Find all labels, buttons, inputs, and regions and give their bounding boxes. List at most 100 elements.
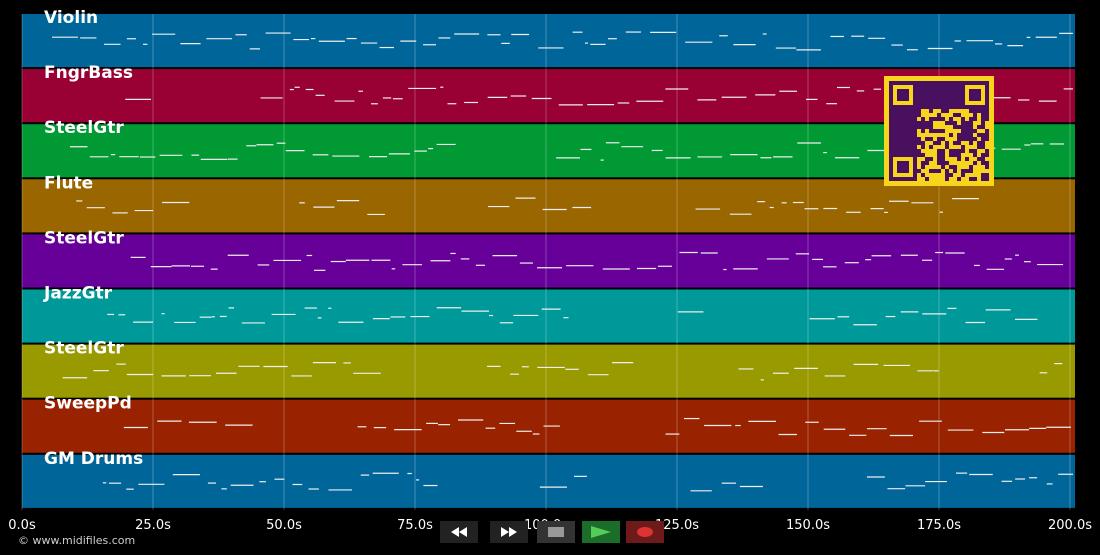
qr-cell — [901, 161, 905, 165]
icon — [451, 527, 467, 537]
qr-cell — [913, 141, 917, 145]
qr-cell — [909, 113, 913, 117]
qr-cell — [889, 173, 893, 177]
qr-cell — [977, 157, 981, 161]
qr-cell — [889, 149, 893, 153]
record-button[interactable] — [626, 521, 664, 543]
qr-cell — [941, 85, 945, 89]
qr-cell — [929, 129, 933, 133]
qr-cell — [917, 137, 921, 141]
qr-cell — [981, 157, 985, 161]
qr-cell — [937, 141, 941, 145]
qr-cell — [961, 149, 965, 153]
qr-cell — [941, 137, 945, 141]
qr-cell — [965, 105, 969, 109]
track-lane — [22, 289, 1075, 343]
qr-cell — [977, 133, 981, 137]
stop-button[interactable] — [537, 521, 575, 543]
qr-cell — [905, 161, 909, 165]
qr-cell — [909, 105, 913, 109]
qr-cell — [945, 89, 949, 93]
qr-cell — [985, 105, 989, 109]
qr-cell — [905, 129, 909, 133]
qr-cell — [913, 97, 917, 101]
qr-cell — [969, 169, 973, 173]
qr-cell — [901, 153, 905, 157]
qr-cell — [957, 157, 961, 161]
qr-cell — [917, 113, 921, 117]
qr-cell — [929, 105, 933, 109]
rewind-button[interactable] — [440, 521, 478, 543]
qr-cell — [981, 133, 985, 137]
qr-cell — [897, 161, 901, 165]
notes — [123, 417, 1071, 437]
qr-cell — [965, 133, 969, 137]
qr-cell — [913, 169, 917, 173]
qr-cell — [937, 129, 941, 133]
qr-cell — [909, 125, 913, 129]
qr-cell — [901, 169, 905, 173]
qr-cell — [981, 121, 985, 125]
qr-cell — [985, 149, 989, 153]
qr-cell — [945, 177, 949, 181]
qr-cell — [893, 121, 897, 125]
icon — [501, 527, 517, 537]
qr-cell — [897, 89, 901, 93]
qr-cell — [973, 149, 977, 153]
qr-cell — [921, 129, 925, 133]
play-button[interactable] — [582, 521, 620, 543]
qr-cell — [965, 125, 969, 129]
qr-cell — [981, 113, 985, 117]
qr-cell — [889, 113, 893, 117]
qr-cell — [977, 125, 981, 129]
qr-cell — [969, 177, 973, 181]
qr-cell — [973, 161, 977, 165]
qr-cell — [973, 117, 977, 121]
notes — [52, 31, 1073, 51]
qr-cell — [889, 161, 893, 165]
qr-cell — [985, 101, 989, 105]
qr-cell — [925, 161, 929, 165]
qr-cell — [917, 97, 921, 101]
qr-cell — [933, 81, 937, 85]
qr-cell — [945, 85, 949, 89]
qr-cell — [889, 157, 893, 161]
time-tick-label: 200.0s — [1048, 518, 1092, 533]
qr-cell — [957, 101, 961, 105]
qr-cell — [957, 89, 961, 93]
qr-cell — [953, 149, 957, 153]
qr-cell — [929, 121, 933, 125]
qr-cell — [933, 93, 937, 97]
notes — [76, 197, 979, 216]
qr-cell — [905, 81, 909, 85]
qr-cell — [901, 145, 905, 149]
qr-cell — [921, 117, 925, 121]
qr-cell — [961, 81, 965, 85]
qr-cell — [893, 81, 897, 85]
qr-cell — [905, 177, 909, 181]
qr-cell — [933, 141, 937, 145]
qr-cell — [953, 81, 957, 85]
qr-cell — [921, 161, 925, 165]
qr-cell — [921, 145, 925, 149]
qr-cell — [969, 129, 973, 133]
qr-cell — [961, 101, 965, 105]
qr-cell — [937, 89, 941, 93]
qr-cell — [893, 141, 897, 145]
qr-cell — [945, 93, 949, 97]
qr-cell — [889, 145, 893, 149]
qr-cell — [973, 81, 977, 85]
qr-cell — [917, 141, 921, 145]
qr-cell — [913, 109, 917, 113]
qr-cell — [925, 105, 929, 109]
qr-cell — [913, 137, 917, 141]
qr-cell — [969, 121, 973, 125]
qr-cell — [933, 85, 937, 89]
qr-cell — [973, 129, 977, 133]
qr-cell — [953, 97, 957, 101]
fast-forward-button[interactable] — [490, 521, 528, 543]
qr-cell — [905, 141, 909, 145]
qr-cell — [897, 81, 901, 85]
qr-cell — [929, 85, 933, 89]
